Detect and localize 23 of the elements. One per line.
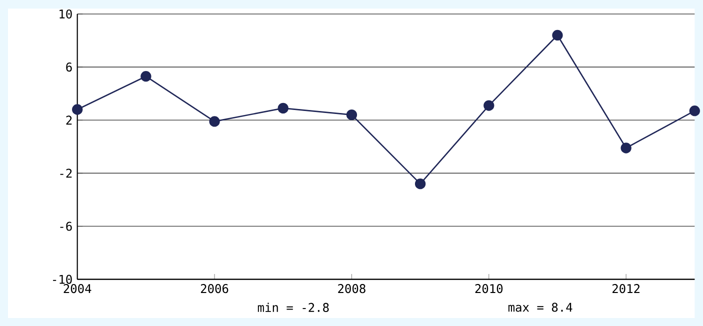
y-tick-label: -6	[60, 222, 72, 231]
y-tick-label: -10	[53, 274, 72, 284]
point	[552, 30, 563, 41]
point	[346, 109, 358, 120]
y-tick-label: 2	[66, 116, 72, 125]
x-tick-label: 2008	[338, 284, 366, 294]
point	[620, 142, 632, 154]
x-tick-label: 2012	[612, 284, 640, 294]
text: min = -2.8	[258, 302, 329, 312]
text: max = 8.4	[508, 302, 572, 312]
y-tick-label: -2	[60, 168, 72, 178]
y-tick-label: 10	[60, 9, 72, 19]
point	[414, 178, 426, 190]
point	[140, 71, 152, 82]
point	[689, 106, 700, 116]
point	[278, 102, 288, 114]
point	[209, 116, 220, 127]
point	[484, 100, 494, 111]
y-tick-label: 6	[66, 62, 72, 72]
x-tick-label: 2006	[200, 284, 228, 294]
point	[72, 104, 83, 115]
x-tick-label: 2004	[64, 284, 92, 294]
x-tick-label: 2010	[475, 284, 503, 294]
